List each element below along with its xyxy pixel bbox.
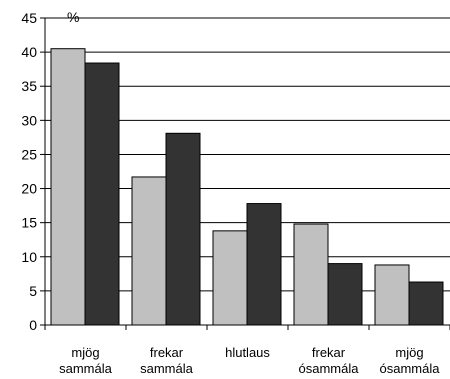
bar (374, 264, 410, 326)
bar (246, 203, 282, 326)
bar (50, 48, 86, 326)
y-tick-label: 0 (29, 317, 37, 333)
y-tick-label: 10 (21, 249, 37, 265)
bar (165, 132, 201, 326)
x-category-label-line: frekar (312, 345, 346, 360)
y-tick-label: 5 (29, 283, 37, 299)
x-category-label-line: mjög (71, 345, 99, 360)
x-category-label-line: ósammála (299, 361, 360, 376)
bar (408, 281, 444, 326)
y-tick-label: 15 (21, 215, 37, 231)
x-category-label-line: hlutlaus (225, 345, 270, 360)
y-tick-label: 45 (21, 10, 37, 26)
bars (50, 48, 444, 326)
bar (131, 176, 167, 326)
bar (212, 230, 248, 326)
x-category-label: mjög sammála (59, 345, 113, 376)
x-category-label: mjög ósammála (380, 345, 441, 376)
y-tick-labels: 0 5 10 15 20 25 30 35 40 45 (21, 10, 37, 333)
x-category-label: hlutlaus (225, 345, 270, 360)
y-tick-label: 40 (21, 44, 37, 60)
axes (40, 17, 450, 330)
x-category-label-line: mjög (395, 345, 423, 360)
bar (327, 263, 363, 326)
x-category-label-line: ósammála (380, 361, 441, 376)
y-tick-label: 25 (21, 146, 37, 162)
x-category-label-line: sammála (140, 361, 194, 376)
bar (84, 62, 120, 326)
y-tick-label: 35 (21, 78, 37, 94)
y-axis-label: % (67, 9, 79, 25)
bar (293, 223, 329, 326)
x-category-label-line: frekar (150, 345, 184, 360)
y-tick-label: 30 (21, 112, 37, 128)
y-tick-label: 20 (21, 181, 37, 197)
x-category-label: frekar ósammála (299, 345, 360, 376)
x-category-label: frekar sammála (140, 345, 194, 376)
x-category-label-line: sammála (59, 361, 113, 376)
